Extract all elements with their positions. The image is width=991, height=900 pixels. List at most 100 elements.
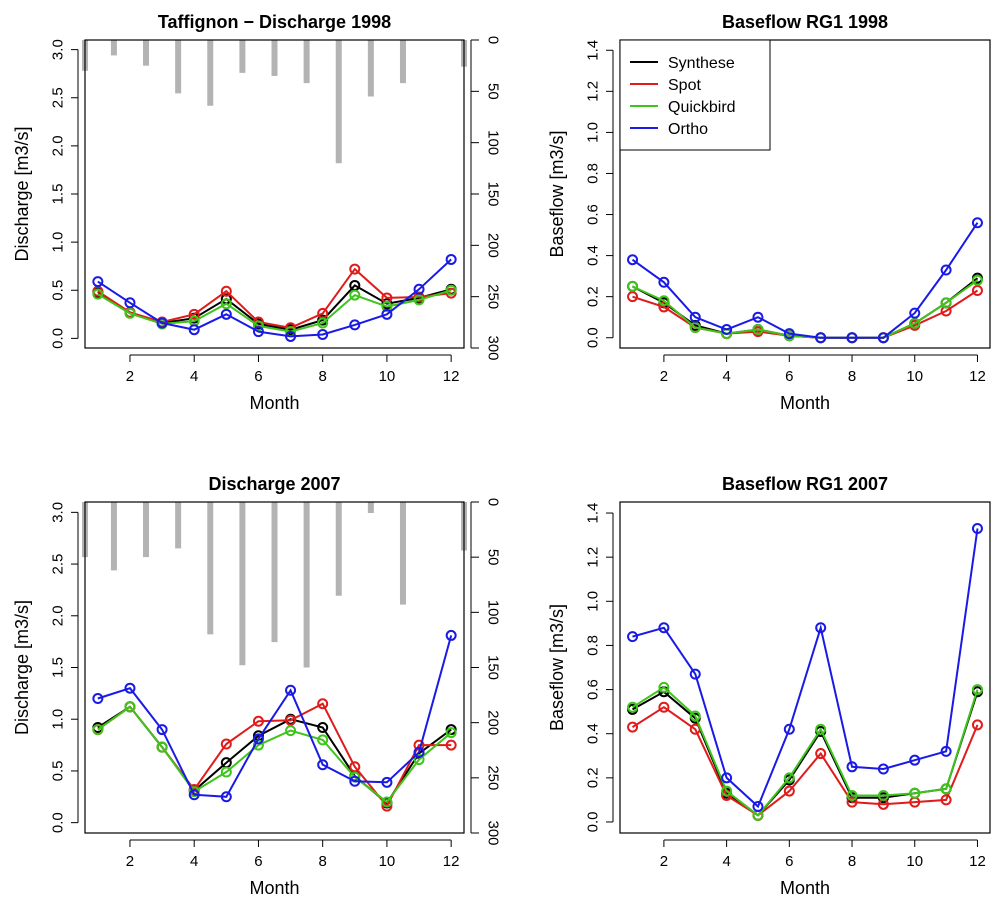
secondary-y-tick-label: 250	[485, 284, 502, 309]
x-tick-label: 10	[906, 853, 923, 870]
chart-panel-3: 0 50 100 150 200 250 300 Discharge 2007 2 4 6 8 10 12…	[12, 474, 502, 898]
secondary-y-tick-label: 100	[485, 600, 502, 625]
data-point-ortho	[689, 668, 701, 680]
y-tick-label: 2.5	[50, 87, 67, 108]
series-line-ortho	[631, 222, 979, 339]
data-point-quickbird	[220, 298, 232, 310]
legend-label-ortho: Ortho	[668, 121, 708, 138]
secondary-y-tick-label: 150	[485, 655, 502, 680]
data-point-ortho	[317, 329, 329, 341]
x-tick-label: 6	[254, 853, 262, 870]
data-point-quickbird	[627, 701, 639, 713]
y-tick-label: 1.5	[50, 657, 67, 678]
legend-label-quickbird: Quickbird	[668, 99, 736, 116]
legend-box	[619, 39, 771, 151]
y-tick-label: 0.0	[50, 328, 67, 349]
x-axis-label: Month	[249, 878, 299, 898]
chart-panel-1: 0 50 100 150 200 250 300 Taffignon − Discharge …	[12, 12, 502, 413]
data-point-ortho	[445, 629, 457, 641]
y-tick-label: 1.5	[50, 184, 67, 205]
y-tick-label: 1.2	[585, 81, 602, 102]
secondary-y-tick-label: 300	[485, 820, 502, 845]
data-point-ortho	[940, 745, 952, 757]
data-point-ortho	[721, 772, 733, 784]
data-point-ortho	[252, 733, 264, 745]
data-point-spot	[349, 761, 361, 773]
secondary-y-tick-label: 300	[485, 335, 502, 360]
x-tick-label: 2	[660, 368, 668, 385]
data-point-ortho	[846, 761, 858, 773]
series-line-quickbird	[97, 705, 452, 804]
x-tick-label: 8	[319, 368, 327, 385]
chart-title: Taffignon − Discharge 1998	[158, 12, 391, 32]
data-point-ortho	[971, 522, 983, 534]
y-tick-label: 0.6	[585, 204, 602, 225]
data-point-ortho	[413, 283, 425, 295]
data-point-quickbird	[877, 789, 889, 801]
x-tick-label: 6	[254, 368, 262, 385]
series-line-synthese	[97, 284, 452, 331]
data-point-ortho	[846, 332, 858, 344]
plot-frame	[84, 501, 465, 834]
x-tick-label: 2	[126, 853, 134, 870]
data-point-spot	[815, 748, 827, 760]
data-point-ortho	[627, 254, 639, 266]
y-tick-label: 0.2	[585, 767, 602, 788]
series-line-spot	[97, 702, 452, 808]
data-point-quickbird	[381, 301, 393, 313]
data-point-spot	[285, 714, 297, 726]
chart-panel-2: Baseflow RG1 1998 2 4 6 8 10 12 Month 0.0 0.2 0.4 0…	[547, 12, 991, 413]
data-point-quickbird	[252, 320, 264, 332]
y-tick-label: 1.2	[585, 547, 602, 568]
x-tick-label: 8	[848, 368, 856, 385]
data-point-ortho	[909, 754, 921, 766]
data-point-quickbird	[940, 783, 952, 795]
data-point-quickbird	[92, 724, 104, 736]
y-tick-label: 1.0	[585, 122, 602, 143]
data-point-ortho	[188, 789, 200, 801]
data-point-quickbird	[627, 280, 639, 292]
data-point-quickbird	[721, 785, 733, 797]
y-tick-label: 0.2	[585, 286, 602, 307]
y-axis-label: Discharge [m3/s]	[12, 600, 32, 735]
x-tick-label: 8	[848, 853, 856, 870]
data-point-spot	[220, 285, 232, 297]
y-tick-label: 0.0	[50, 812, 67, 833]
data-point-quickbird	[689, 321, 701, 333]
y-tick-label: 1.4	[585, 503, 602, 524]
plot-frame	[619, 39, 991, 349]
data-point-quickbird	[909, 317, 921, 329]
chart-title: Baseflow RG1 1998	[722, 12, 888, 32]
y-tick-label: 0.0	[585, 812, 602, 833]
data-point-ortho	[92, 693, 104, 705]
data-point-ortho	[285, 684, 297, 696]
data-point-spot	[317, 698, 329, 710]
y-tick-label: 0.6	[585, 679, 602, 700]
y-tick-label: 2.0	[50, 605, 67, 626]
secondary-y-tick-label: 50	[485, 549, 502, 566]
y-tick-label: 2.0	[50, 135, 67, 156]
data-point-quickbird	[381, 796, 393, 808]
data-point-quickbird	[349, 289, 361, 301]
data-point-ortho	[783, 723, 795, 735]
data-point-ortho	[445, 253, 457, 265]
legend: Synthese Spot Quickbird Ortho	[619, 39, 771, 151]
data-point-spot	[445, 739, 457, 751]
secondary-y-tick-label: 200	[485, 710, 502, 735]
data-point-ortho	[909, 307, 921, 319]
x-tick-label: 10	[379, 853, 396, 870]
x-tick-label: 12	[443, 368, 460, 385]
data-point-quickbird	[752, 324, 764, 336]
data-point-ortho	[658, 276, 670, 288]
data-point-quickbird	[971, 274, 983, 286]
data-point-spot	[220, 738, 232, 750]
secondary-y-tick-label: 50	[485, 83, 502, 100]
data-point-quickbird	[971, 684, 983, 696]
y-tick-label: 0.5	[50, 280, 67, 301]
data-point-ortho	[940, 264, 952, 276]
secondary-y-tick-label: 150	[485, 181, 502, 206]
data-point-ortho	[689, 311, 701, 323]
data-point-ortho	[815, 332, 827, 344]
x-axis-label: Month	[780, 878, 830, 898]
data-point-ortho	[627, 631, 639, 643]
